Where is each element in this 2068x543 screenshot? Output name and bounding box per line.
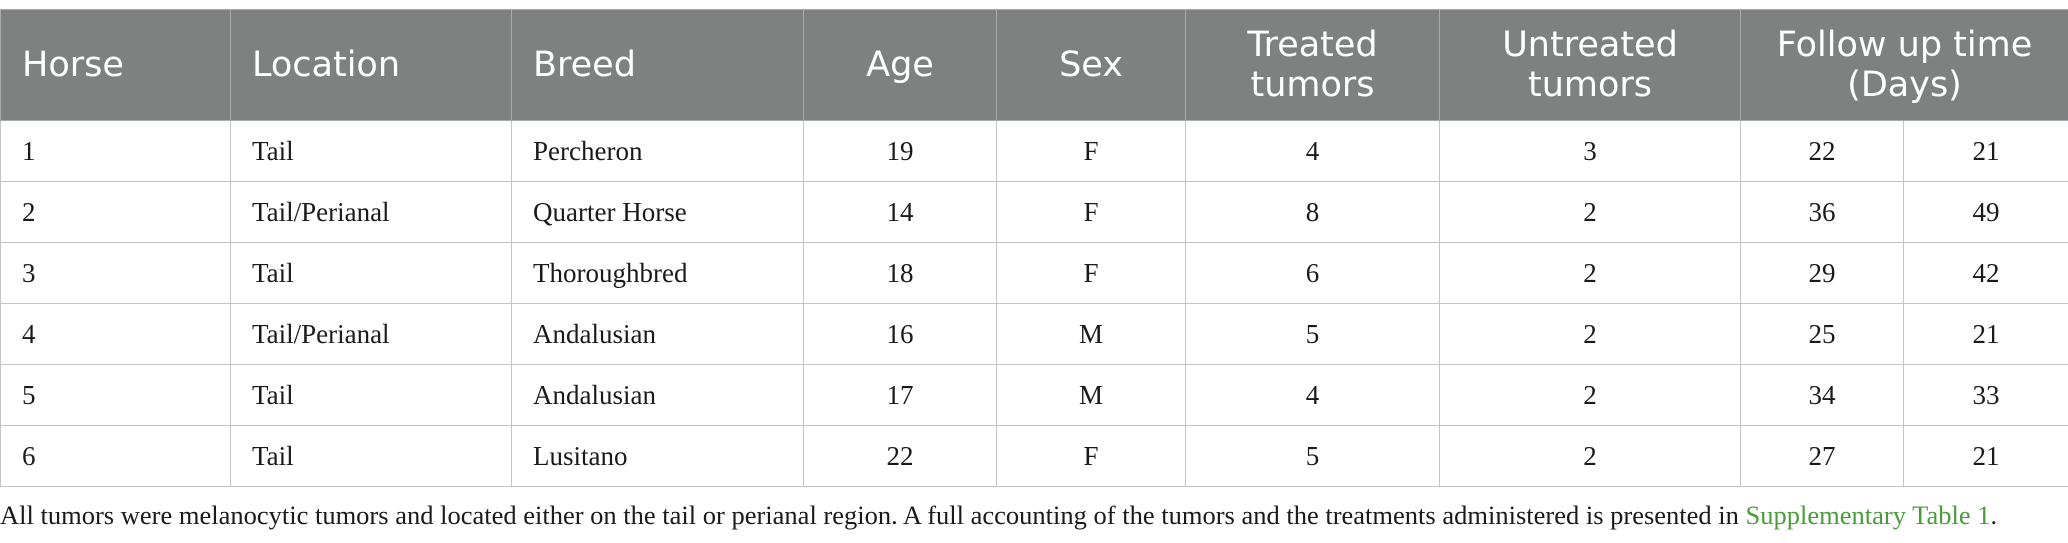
table-row: 3 Tail Thoroughbred 18 F 6 2 29 42 — [0, 242, 2068, 304]
cell-sex: M — [996, 364, 1186, 426]
cell-followup-a: 25 — [1740, 303, 1904, 365]
header-untreated-line2: tumors — [1527, 65, 1653, 105]
header-treated-line2: tumors — [1250, 65, 1375, 105]
supplementary-table-link[interactable]: Supplementary Table 1 — [1745, 500, 1991, 530]
table-row: 2 Tail/Perianal Quarter Horse 14 F 8 2 3… — [0, 181, 2068, 243]
cell-location: Tail — [230, 425, 512, 487]
cell-followup-b: 21 — [1902, 303, 2068, 365]
cell-age: 16 — [803, 303, 997, 365]
cell-treated: 4 — [1185, 120, 1440, 182]
cell-horse: 4 — [0, 303, 231, 365]
table-row: 4 Tail/Perianal Andalusian 16 M 5 2 25 2… — [0, 303, 2068, 365]
header-age: Age — [803, 9, 997, 121]
cell-treated: 6 — [1185, 242, 1440, 304]
cell-untreated: 2 — [1439, 364, 1741, 426]
cell-age: 18 — [803, 242, 997, 304]
header-sex: Sex — [996, 9, 1186, 121]
cell-followup-a: 27 — [1740, 425, 1904, 487]
cell-horse: 2 — [0, 181, 231, 243]
cell-age: 17 — [803, 364, 997, 426]
cell-breed: Andalusian — [511, 303, 804, 365]
cell-breed: Quarter Horse — [511, 181, 804, 243]
horse-tumor-table: Horse Location Breed Age Sex Treated tum… — [0, 9, 2068, 487]
header-followup-line1: Follow up time — [1776, 25, 2033, 65]
header-treated-tumors: Treated tumors — [1185, 9, 1440, 121]
cell-location: Tail/Perianal — [230, 181, 512, 243]
header-followup-line2: (Days) — [1847, 65, 1962, 105]
cell-location: Tail — [230, 364, 512, 426]
cell-location: Tail — [230, 242, 512, 304]
cell-followup-a: 22 — [1740, 120, 1904, 182]
cell-age: 22 — [803, 425, 997, 487]
footnote-text: All tumors were melanocytic tumors and l… — [0, 500, 1746, 530]
cell-horse: 6 — [0, 425, 231, 487]
cell-sex: F — [996, 181, 1186, 243]
cell-untreated: 2 — [1439, 425, 1741, 487]
footnote-end: . — [1990, 500, 1998, 530]
table-row: 5 Tail Andalusian 17 M 4 2 34 33 — [0, 364, 2068, 426]
cell-horse: 5 — [0, 364, 231, 426]
cell-treated: 5 — [1185, 425, 1440, 487]
cell-treated: 4 — [1185, 364, 1440, 426]
table-row: 6 Tail Lusitano 22 F 5 2 27 21 — [0, 425, 2068, 487]
header-treated-line1: Treated — [1247, 25, 1378, 65]
cell-untreated: 2 — [1439, 303, 1741, 365]
cell-sex: F — [996, 120, 1186, 182]
cell-followup-b: 49 — [1902, 181, 2068, 243]
cell-followup-a: 36 — [1740, 181, 1904, 243]
cell-followup-b: 21 — [1902, 425, 2068, 487]
cell-location: Tail — [230, 120, 512, 182]
cell-age: 14 — [803, 181, 997, 243]
cell-untreated: 3 — [1439, 120, 1741, 182]
header-untreated-tumors: Untreated tumors — [1439, 9, 1741, 121]
cell-breed: Percheron — [511, 120, 804, 182]
header-untreated-line1: Untreated — [1502, 25, 1678, 65]
cell-horse: 1 — [0, 120, 231, 182]
table-row: 1 Tail Percheron 19 F 4 3 22 21 — [0, 120, 2068, 182]
cell-untreated: 2 — [1439, 181, 1741, 243]
header-follow-up-time: Follow up time (Days) — [1739, 9, 2068, 121]
header-horse: Horse — [0, 9, 231, 121]
header-location: Location — [230, 9, 512, 121]
cell-untreated: 2 — [1439, 242, 1741, 304]
cell-followup-b: 21 — [1902, 120, 2068, 182]
cell-treated: 5 — [1185, 303, 1440, 365]
table-footnote: All tumors were melanocytic tumors and l… — [0, 500, 2068, 531]
table-header-row: Horse Location Breed Age Sex Treated tum… — [0, 9, 2068, 121]
cell-horse: 3 — [0, 242, 231, 304]
cell-sex: F — [996, 242, 1186, 304]
cell-breed: Lusitano — [511, 425, 804, 487]
cell-treated: 8 — [1185, 181, 1440, 243]
cell-breed: Andalusian — [511, 364, 804, 426]
cell-followup-b: 33 — [1902, 364, 2068, 426]
cell-followup-b: 42 — [1902, 242, 2068, 304]
cell-breed: Thoroughbred — [511, 242, 804, 304]
cell-followup-a: 34 — [1740, 364, 1904, 426]
cell-sex: M — [996, 303, 1186, 365]
cell-location: Tail/Perianal — [230, 303, 512, 365]
header-breed: Breed — [511, 9, 804, 121]
cell-age: 19 — [803, 120, 997, 182]
cell-sex: F — [996, 425, 1186, 487]
cell-followup-a: 29 — [1740, 242, 1904, 304]
